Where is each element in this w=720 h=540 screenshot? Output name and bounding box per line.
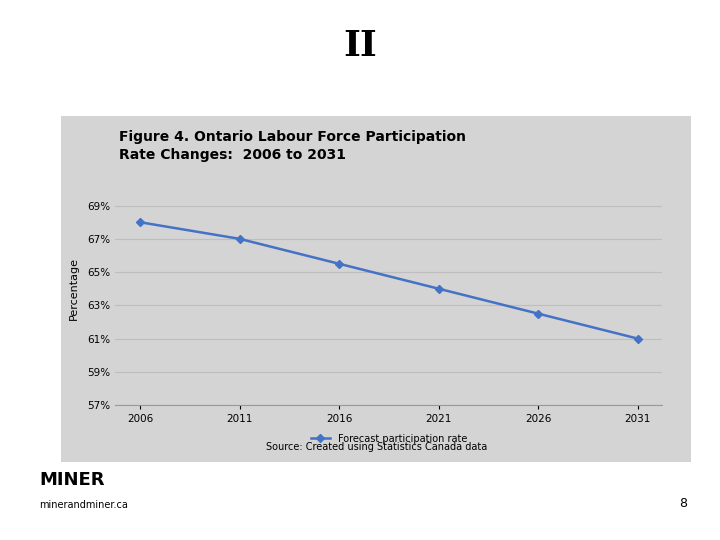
- Text: II: II: [343, 29, 377, 63]
- Forecast participation rate: [136, 219, 145, 226]
- Legend: Forecast participation rate: Forecast participation rate: [307, 430, 471, 448]
- Text: minerandminer.ca: minerandminer.ca: [40, 500, 128, 510]
- Line: Forecast participation rate: Forecast participation rate: [138, 219, 640, 341]
- Text: MINER: MINER: [40, 471, 105, 489]
- Forecast participation rate: [434, 286, 443, 292]
- Text: Percentage: Percentage: [69, 258, 79, 320]
- Text: Figure 4. Ontario Labour Force Participation
Rate Changes:  2006 to 2031: Figure 4. Ontario Labour Force Participa…: [119, 130, 466, 162]
- Text: 8: 8: [680, 497, 688, 510]
- Forecast participation rate: [534, 310, 542, 317]
- Forecast participation rate: [235, 235, 244, 242]
- Text: Source: Created using Statistics Canada data: Source: Created using Statistics Canada …: [266, 442, 487, 452]
- Forecast participation rate: [335, 260, 343, 267]
- Forecast participation rate: [633, 335, 642, 342]
